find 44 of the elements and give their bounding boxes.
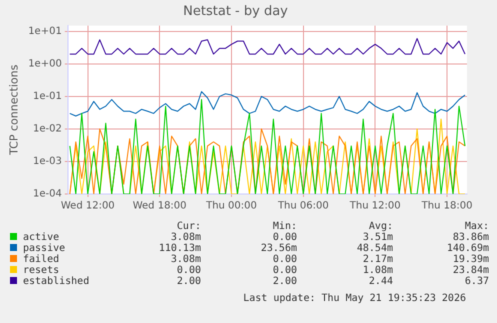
x-tick-label: Thu 00:00 (205, 200, 257, 212)
text: 83.86m (452, 232, 489, 243)
text: Last update: Thu May 21 19:35:23 2026 (243, 293, 466, 304)
text: 23.56m (260, 243, 297, 254)
text: 2.17m (362, 254, 393, 265)
text: Min: (272, 221, 297, 232)
text: 2.44 (368, 276, 393, 287)
text: 2.00 (176, 276, 201, 287)
text: 2.00 (272, 276, 297, 287)
x-tick-label: Thu 12:00 (348, 200, 401, 212)
y-tick-label: 1e-03 (32, 156, 62, 168)
x-tick-label: Thu 06:00 (276, 200, 329, 212)
y-tick-label: 1e-01 (32, 90, 62, 102)
text: Max: (464, 221, 489, 232)
legend-label: passive (22, 243, 66, 254)
text: 48.54m (356, 243, 393, 254)
legend-label: established (22, 276, 90, 287)
text: Cur: (176, 221, 201, 232)
text: 6.37 (464, 276, 489, 287)
legend-label: active (22, 232, 60, 243)
text: 23.84m (452, 265, 489, 276)
x-tick-label: Wed 12:00 (60, 200, 115, 212)
text: 0.00 (272, 265, 297, 276)
y-tick-label: 1e+01 (28, 26, 62, 37)
text: 3.08m (170, 254, 201, 265)
legend-label: resets (22, 265, 60, 276)
text: 0.00 (272, 232, 297, 243)
text: Avg: (368, 221, 393, 232)
text: 19.39m (452, 254, 489, 265)
text: 140.69m (446, 243, 489, 254)
legend-label: failed (22, 254, 60, 265)
y-tick-label: 1e-02 (32, 124, 62, 135)
y-tick-label: 1e+00 (28, 58, 62, 70)
y-axis-title: TCP connections (7, 64, 20, 156)
x-tick-label: Thu 18:00 (420, 200, 472, 212)
text: 0.00 (176, 265, 201, 276)
y-tick-label: 1e-04 (32, 188, 62, 200)
text: 110.13m (158, 243, 201, 254)
x-tick-label: Wed 18:00 (132, 200, 187, 212)
text: 0.00 (272, 254, 297, 265)
text: 3.51m (362, 232, 393, 243)
text: 3.08m (170, 232, 201, 243)
text: 1.08m (362, 265, 393, 276)
chart-title: Netstat - by day (183, 4, 288, 20)
